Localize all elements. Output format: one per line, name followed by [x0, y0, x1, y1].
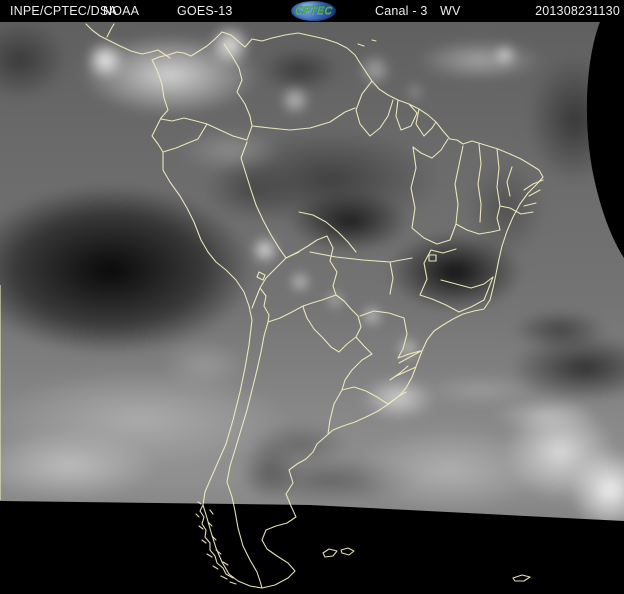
water-vapor-cloud-field: [0, 22, 624, 594]
cptec-logo-icon: CPTEC: [291, 1, 336, 21]
scan-edge-limb: [586, 22, 624, 258]
timestamp-label: 201308231130: [535, 4, 620, 18]
channel-label: Canal - 3: [375, 4, 428, 18]
country-borders: [160, 43, 437, 589]
map-borders-overlay: [0, 22, 624, 594]
south-georgia-island: [512, 574, 531, 582]
satellite-image: [0, 22, 624, 594]
brazil-state-borders: [285, 138, 544, 397]
chilean-fjords: [195, 501, 237, 585]
scan-bottom-cutoff: [0, 501, 624, 594]
left-edge-artifact: [0, 285, 1, 500]
central-america-coast: [85, 23, 171, 59]
lake-titicaca: [256, 271, 266, 281]
org-label: INPE/CPTEC/DSA: [10, 4, 117, 18]
caribbean-islands: [357, 39, 377, 47]
agency-label: NOAA: [103, 4, 140, 18]
satellite-label: GOES-13: [177, 4, 233, 18]
band-label: WV: [440, 4, 461, 18]
header-bar: INPE/CPTEC/DSA NOAA GOES-13 CPTEC Canal …: [0, 0, 624, 22]
cptec-logo-text: CPTEC: [294, 5, 333, 17]
falkland-islands: [322, 547, 355, 558]
